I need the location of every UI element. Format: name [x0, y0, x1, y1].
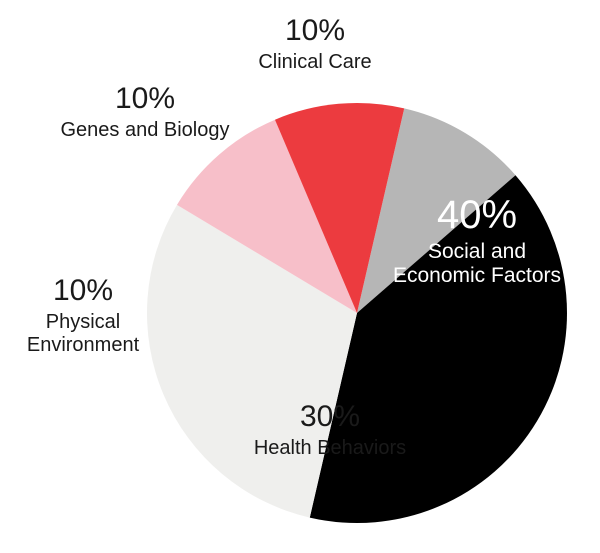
name-health: Health Behaviors: [230, 437, 430, 460]
label-genes: 10% Genes and Biology: [60, 82, 230, 142]
label-clinical: 10% Clinical Care: [225, 14, 405, 74]
pct-physenv: 10%: [8, 274, 158, 309]
pct-health: 30%: [230, 400, 430, 435]
name-clinical: Clinical Care: [225, 51, 405, 74]
name-social: Social and Economic Factors: [392, 240, 562, 288]
name-genes: Genes and Biology: [60, 119, 230, 142]
label-health: 30% Health Behaviors: [230, 400, 430, 460]
pct-social: 40%: [392, 192, 562, 238]
name-physenv: Physical Environment: [8, 311, 158, 357]
pct-clinical: 10%: [225, 14, 405, 49]
label-social: 40% Social and Economic Factors: [392, 192, 562, 288]
pie-chart: 10% Clinical Care 40% Social and Economi…: [0, 0, 600, 553]
label-physenv: 10% Physical Environment: [8, 274, 158, 357]
pct-genes: 10%: [60, 82, 230, 117]
